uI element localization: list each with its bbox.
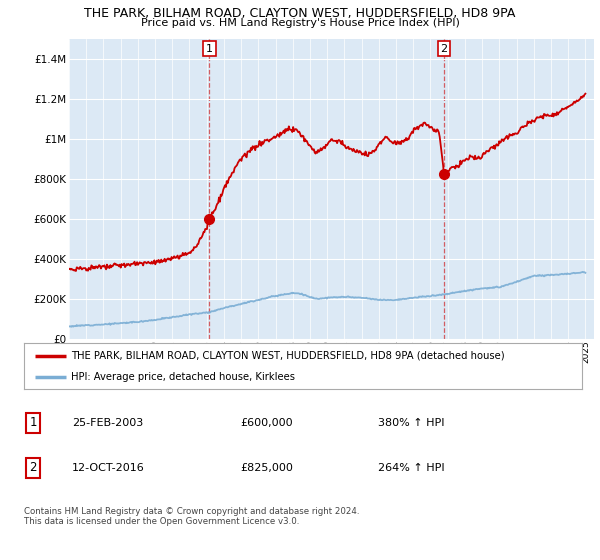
Text: £600,000: £600,000 <box>240 418 293 428</box>
Text: £825,000: £825,000 <box>240 463 293 473</box>
Text: 2: 2 <box>440 44 448 54</box>
Text: 380% ↑ HPI: 380% ↑ HPI <box>378 418 445 428</box>
Text: 2: 2 <box>29 461 37 474</box>
Text: 12-OCT-2016: 12-OCT-2016 <box>72 463 145 473</box>
Text: THE PARK, BILHAM ROAD, CLAYTON WEST, HUDDERSFIELD, HD8 9PA (detached house): THE PARK, BILHAM ROAD, CLAYTON WEST, HUD… <box>71 351 505 361</box>
Text: Contains HM Land Registry data © Crown copyright and database right 2024.
This d: Contains HM Land Registry data © Crown c… <box>24 507 359 526</box>
Text: 1: 1 <box>29 416 37 430</box>
Text: THE PARK, BILHAM ROAD, CLAYTON WEST, HUDDERSFIELD, HD8 9PA: THE PARK, BILHAM ROAD, CLAYTON WEST, HUD… <box>85 7 515 20</box>
Text: 264% ↑ HPI: 264% ↑ HPI <box>378 463 445 473</box>
Text: 25-FEB-2003: 25-FEB-2003 <box>72 418 143 428</box>
Text: Price paid vs. HM Land Registry's House Price Index (HPI): Price paid vs. HM Land Registry's House … <box>140 18 460 28</box>
Text: 1: 1 <box>206 44 213 54</box>
Text: HPI: Average price, detached house, Kirklees: HPI: Average price, detached house, Kirk… <box>71 372 295 382</box>
